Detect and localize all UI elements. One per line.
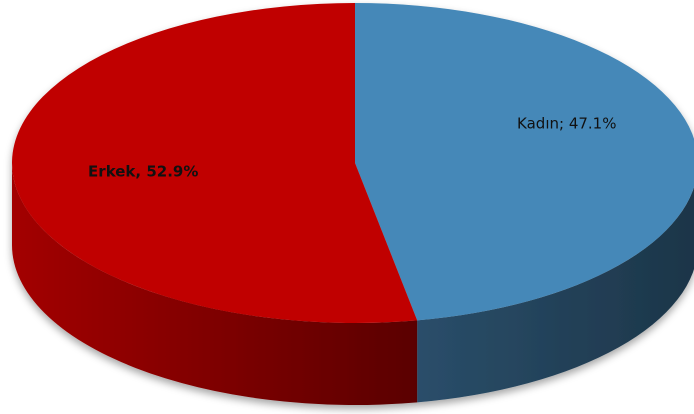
pie <box>11 3 694 405</box>
slice-side <box>12 163 418 405</box>
data-label: Erkek, 52.9% <box>88 163 198 181</box>
data-label: Kadın; 47.1% <box>517 114 616 132</box>
slice <box>11 3 418 323</box>
slice <box>355 3 694 321</box>
slice-side <box>417 187 694 403</box>
